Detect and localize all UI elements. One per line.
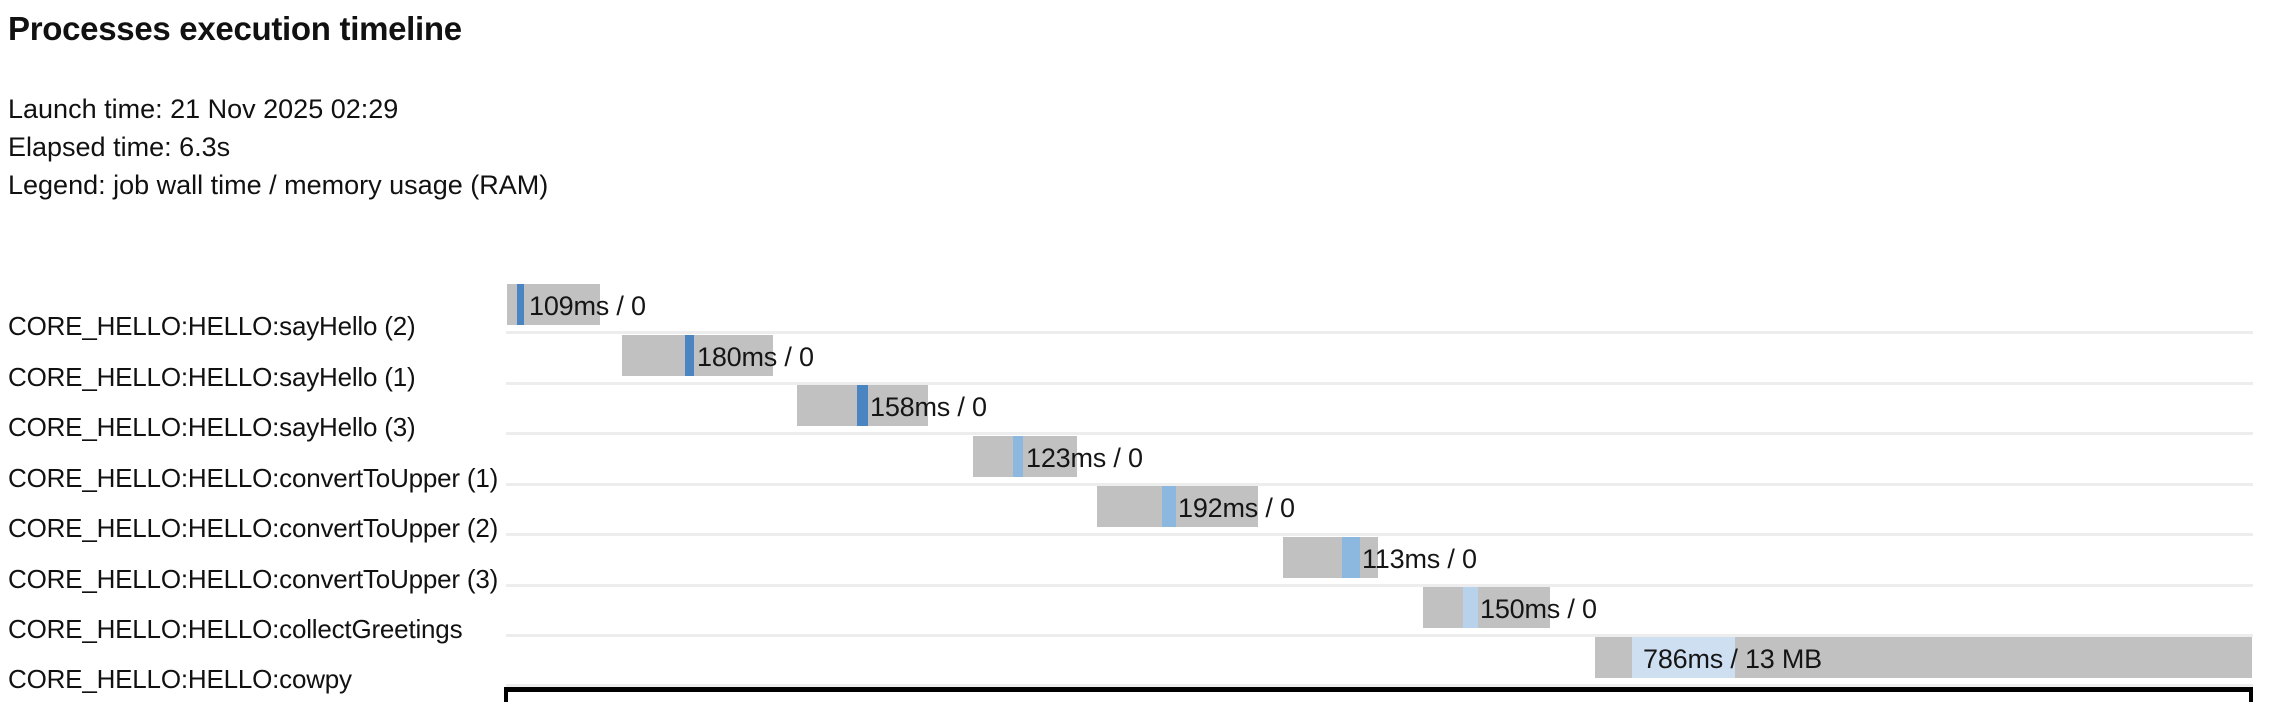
job-wall-time-bar — [622, 335, 773, 376]
process-row-label: CORE_HELLO:HELLO:convertToUpper (3) — [8, 564, 499, 594]
process-row-label: CORE_HELLO:HELLO:sayHello (3) — [8, 412, 416, 442]
elapsed-time-text: Elapsed time: 6.3s — [8, 132, 231, 162]
job-value-label: 192ms / 0 — [1178, 493, 1295, 523]
job-value-label: 786ms / 13 MB — [1643, 644, 1822, 674]
process-row-label: CORE_HELLO:HELLO:sayHello (1) — [8, 362, 416, 392]
process-row-label: CORE_HELLO:HELLO:collectGreetings — [8, 614, 463, 644]
row-gridline — [506, 483, 2253, 486]
job-value-label: 113ms / 0 — [1362, 544, 1477, 574]
page-title: Processes execution timeline — [8, 10, 462, 47]
job-value-label: 150ms / 0 — [1480, 594, 1597, 624]
job-run-segment — [685, 335, 694, 376]
row-gridline — [506, 533, 2253, 536]
job-value-label: 109ms / 0 — [529, 291, 646, 321]
row-gridline — [506, 331, 2253, 334]
legend-text: Legend: job wall time / memory usage (RA… — [8, 170, 549, 200]
row-gridline — [506, 684, 2253, 687]
row-gridline — [506, 432, 2253, 435]
job-run-segment — [1463, 587, 1478, 628]
launch-time-text: Launch time: 21 Nov 2025 02:29 — [8, 94, 399, 124]
row-gridline — [506, 634, 2253, 637]
job-wall-time-bar — [1097, 486, 1258, 527]
process-row-label: CORE_HELLO:HELLO:sayHello (2) — [8, 311, 416, 341]
job-run-segment — [857, 385, 868, 426]
process-row-label: CORE_HELLO:HELLO:convertToUpper (1) — [8, 463, 499, 493]
job-wall-time-bar — [973, 436, 1077, 477]
job-value-label: 123ms / 0 — [1026, 443, 1143, 473]
job-wall-time-bar — [1423, 587, 1550, 628]
job-run-segment — [1013, 436, 1023, 477]
job-value-label: 158ms / 0 — [870, 392, 987, 422]
row-gridline — [506, 382, 2253, 385]
job-run-segment — [517, 284, 524, 325]
job-value-label: 180ms / 0 — [697, 342, 814, 372]
job-wall-time-bar — [1283, 537, 1378, 578]
job-run-segment — [1162, 486, 1176, 527]
job-run-segment — [1632, 637, 1735, 678]
process-row-label: CORE_HELLO:HELLO:convertToUpper (2) — [8, 513, 499, 543]
process-row-label: CORE_HELLO:HELLO:cowpy — [8, 664, 352, 694]
job-run-segment — [1342, 537, 1360, 578]
clipped-panel-border — [504, 687, 2253, 702]
row-gridline — [506, 584, 2253, 587]
